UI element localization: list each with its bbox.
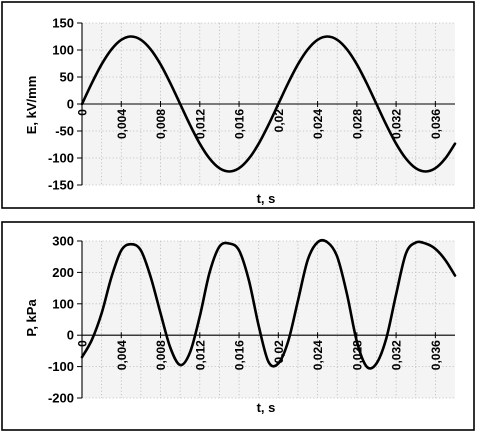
pressure-y-tick-label: 100: [52, 296, 74, 311]
e-field-y-tick-label: 50: [60, 70, 74, 85]
e-field-x-tick-label: 0,024: [311, 109, 325, 139]
e-field-y-tick-label: 100: [52, 43, 74, 58]
e-field-x-tick-label: 0,028: [350, 109, 364, 139]
e-field-x-tick-label: 0,016: [233, 109, 247, 139]
e-field-y-tick-label: 150: [52, 16, 74, 31]
pressure-x-tick-label: 0,036: [429, 340, 443, 370]
e-field-y-tick-label: -50: [55, 124, 74, 139]
pressure-x-tick-label: 0,012: [193, 340, 207, 370]
pressure-y-tick-label: -100: [48, 359, 74, 374]
pressure-x-tick-label: 0,016: [233, 340, 247, 370]
pressure-y-axis-title: P, kPa: [24, 299, 39, 337]
pressure-x-tick-label: 0,024: [311, 340, 325, 370]
e-field-series-line: [80, 35, 457, 173]
pressure-x-tick-label: 0,032: [390, 340, 404, 370]
e-field-x-tick-label: 0,004: [115, 109, 129, 139]
pressure-y-tick-label: 200: [52, 265, 74, 280]
chart-e-field: 150 100 50 0 -50 -100 -150 0 0,004 0,008 0,012 0,01…: [48, 16, 457, 193]
pressure-x-tick-label: 0,028: [350, 340, 364, 370]
pressure-plot-area: [82, 241, 455, 398]
e-field-x-tick-label: 0,02: [272, 109, 286, 133]
pressure-x-tick-label: 0,004: [115, 340, 129, 370]
e-field-x-tick-label: 0,012: [193, 109, 207, 139]
pressure-x-axis-title: t, s: [257, 400, 276, 415]
pressure-y-tick-label: -200: [48, 391, 74, 406]
e-field-x-tick-label: 0,032: [390, 109, 404, 139]
e-field-y-axis-title: E, kV/mm: [24, 76, 39, 135]
pressure-x-tick-label: 0: [76, 340, 90, 347]
e-field-y-tick-label: -100: [48, 151, 74, 166]
e-field-x-tick-label: 0,008: [154, 109, 168, 139]
e-field-y-tick-label: 0: [67, 97, 74, 112]
e-field-y-tick-label: -150: [48, 178, 74, 193]
chart-pressure: 300 200 100 0 -100 -200 0 0,004 0,008 0,012 0,016 0…: [48, 234, 457, 406]
pressure-series-line: [80, 238, 457, 370]
pressure-y-tick-label: 0: [67, 328, 74, 343]
e-field-x-tick-label: 0: [76, 109, 90, 116]
pressure-y-tick-label: 300: [52, 234, 74, 249]
e-field-x-axis-title: t, s: [257, 191, 276, 206]
pressure-x-tick-label: 0,008: [154, 340, 168, 370]
e-field-x-tick-label: 0,036: [429, 109, 443, 139]
